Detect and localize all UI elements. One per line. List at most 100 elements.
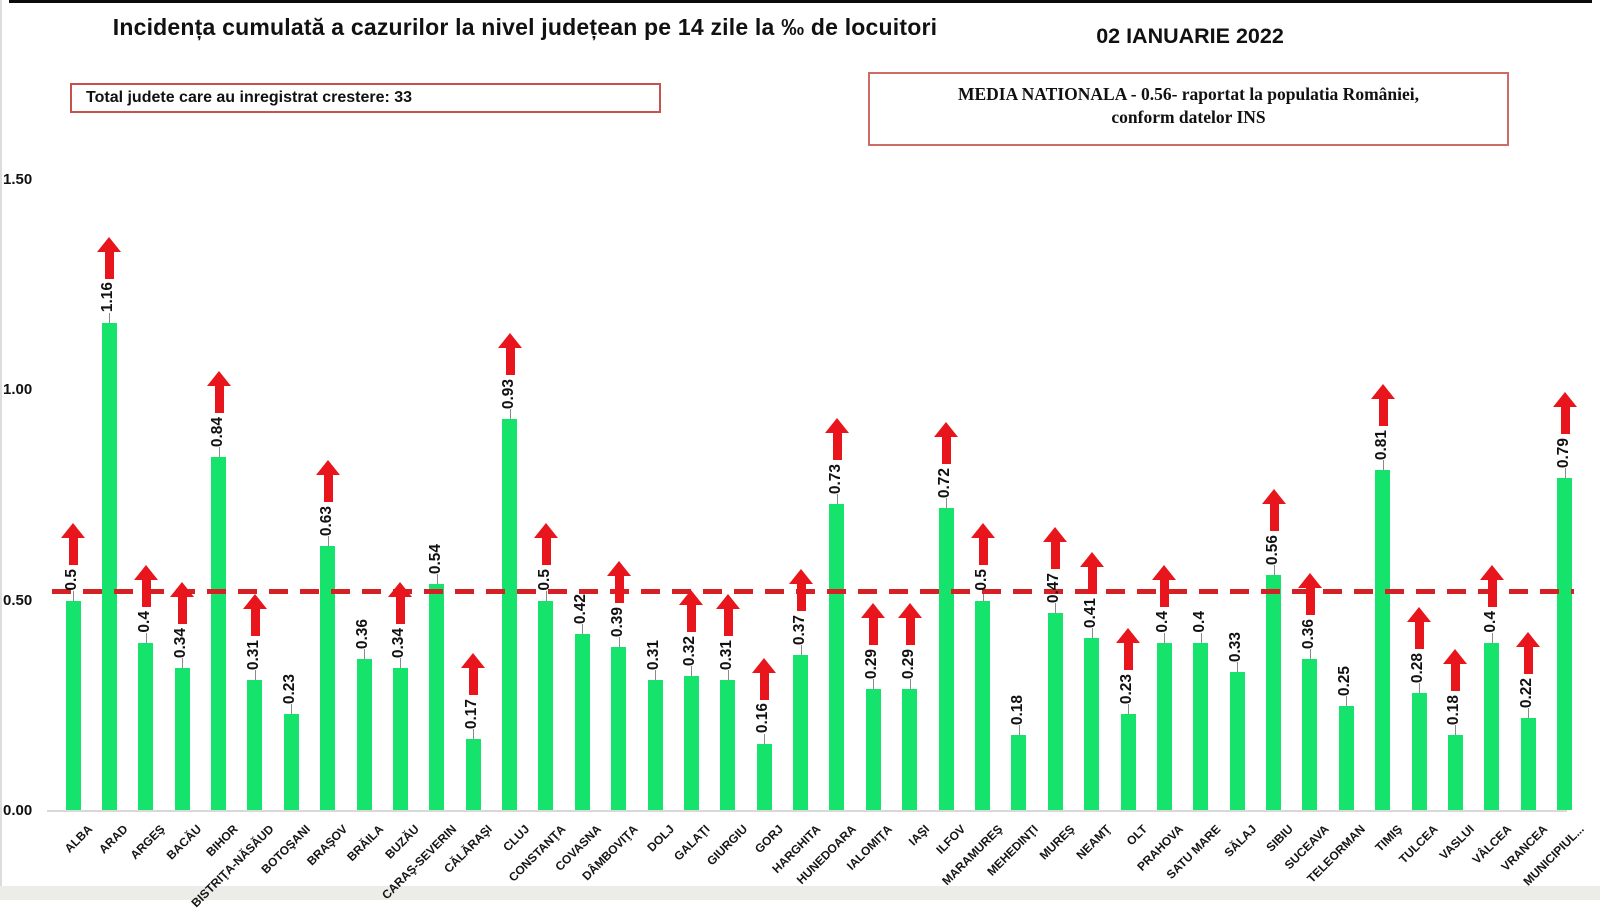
bar-value-label: 1.16	[99, 282, 116, 313]
bar	[502, 419, 517, 810]
bar-value-label: 0.4	[1154, 611, 1171, 633]
bar	[757, 743, 772, 810]
leader-line	[1528, 708, 1529, 719]
bar-value-label: 0.25	[1336, 665, 1353, 696]
reference-dashed-line	[52, 589, 1574, 594]
leader-line	[182, 657, 183, 668]
bar-value-label: 0.37	[791, 615, 808, 646]
bar-value-label: 0.41	[1082, 598, 1099, 629]
leader-line	[255, 670, 256, 681]
leader-line	[328, 535, 329, 546]
bar	[211, 457, 226, 810]
increase-arrow	[607, 560, 631, 603]
bar	[939, 507, 954, 810]
bar-value-label: 0.28	[1409, 652, 1426, 684]
county-label: DOLJ	[644, 822, 677, 855]
increase-arrow	[1152, 564, 1176, 607]
bar	[138, 642, 153, 810]
increase-arrow	[1298, 573, 1322, 616]
y-axis-tick-label: 1.50	[3, 170, 33, 188]
leader-line	[910, 678, 911, 689]
county-label: BACĂU	[163, 822, 204, 863]
increase-arrow	[861, 602, 885, 645]
increase-arrow	[316, 459, 340, 502]
increase-arrow	[1516, 632, 1540, 675]
increase-arrow	[1371, 383, 1395, 426]
bar	[247, 680, 262, 810]
leader-line	[764, 733, 765, 744]
leader-line	[1455, 725, 1456, 736]
leader-line	[873, 678, 874, 689]
bar	[902, 688, 917, 810]
leader-line	[582, 624, 583, 635]
bar-value-label: 0.5	[973, 568, 990, 591]
bar-value-label: 0.47	[1045, 572, 1062, 604]
leader-line	[1164, 632, 1165, 643]
county-label: BRĂILA	[343, 822, 386, 864]
bar	[393, 667, 408, 810]
growth-count-box: Total judete care au inregistrat crester…	[70, 83, 661, 113]
bar-value-label: 0.56	[1264, 535, 1281, 566]
bar-value-label: 0.5	[536, 568, 553, 591]
leader-line	[364, 649, 365, 660]
national-average-box: MEDIA NATIONALA - 0.56- raportat la popu…	[868, 72, 1509, 146]
left-border-line	[0, 0, 2, 900]
bar-value-label: 0.81	[1373, 429, 1390, 460]
bar-value-label: 0.63	[318, 505, 335, 536]
leader-line	[1419, 683, 1420, 694]
increase-arrow	[134, 564, 158, 607]
increase-arrow	[1553, 392, 1577, 435]
bar	[1157, 642, 1172, 810]
leader-line	[946, 497, 947, 508]
leader-line	[983, 590, 984, 601]
bar	[1557, 478, 1572, 810]
bar	[538, 600, 553, 810]
county-label: MUREŞ	[1036, 822, 1077, 863]
leader-line	[655, 670, 656, 681]
bar-value-label: 0.32	[681, 636, 698, 667]
leader-line	[473, 729, 474, 740]
bar	[720, 680, 735, 810]
county-label: TIMIŞ	[1372, 822, 1405, 855]
bar-value-label: 0.42	[572, 594, 589, 625]
bar	[102, 322, 117, 810]
leader-line	[728, 670, 729, 681]
leader-line	[109, 312, 110, 323]
bar	[575, 634, 590, 810]
bar	[175, 667, 190, 810]
bar	[866, 688, 881, 810]
increase-arrow	[1443, 649, 1467, 692]
leader-line	[1201, 632, 1202, 643]
leader-line	[437, 573, 438, 584]
increase-arrow	[752, 657, 776, 700]
bar	[1048, 613, 1063, 810]
leader-line	[400, 657, 401, 668]
bar	[66, 600, 81, 810]
increase-arrow	[971, 522, 995, 565]
leader-line	[1383, 459, 1384, 470]
growth-count-text: Total judete care au inregistrat crester…	[86, 89, 413, 106]
increase-arrow	[97, 236, 121, 279]
county-label: GIURGIU	[703, 822, 750, 869]
county-label: ARAD	[96, 822, 131, 857]
bar-value-label: 0.39	[609, 606, 626, 637]
county-label: SIBIU	[1263, 822, 1296, 855]
increase-arrow	[498, 333, 522, 376]
leader-line	[1055, 603, 1056, 614]
county-label: NEAMŢ	[1073, 822, 1114, 863]
bar	[1375, 469, 1390, 810]
leader-line	[1092, 628, 1093, 639]
increase-arrow	[461, 653, 485, 696]
bar	[1084, 638, 1099, 810]
bar	[648, 680, 663, 810]
bar-value-label: 0.34	[390, 627, 407, 658]
bar-value-label: 0.16	[754, 703, 771, 734]
county-label: ILFOV	[933, 822, 968, 857]
bar	[684, 676, 699, 810]
county-label: ALBA	[61, 822, 95, 856]
bar	[1448, 735, 1463, 810]
leader-line	[1346, 695, 1347, 706]
y-axis-tick-label: 0.50	[3, 591, 33, 609]
bar	[466, 739, 481, 810]
increase-arrow	[243, 594, 267, 637]
